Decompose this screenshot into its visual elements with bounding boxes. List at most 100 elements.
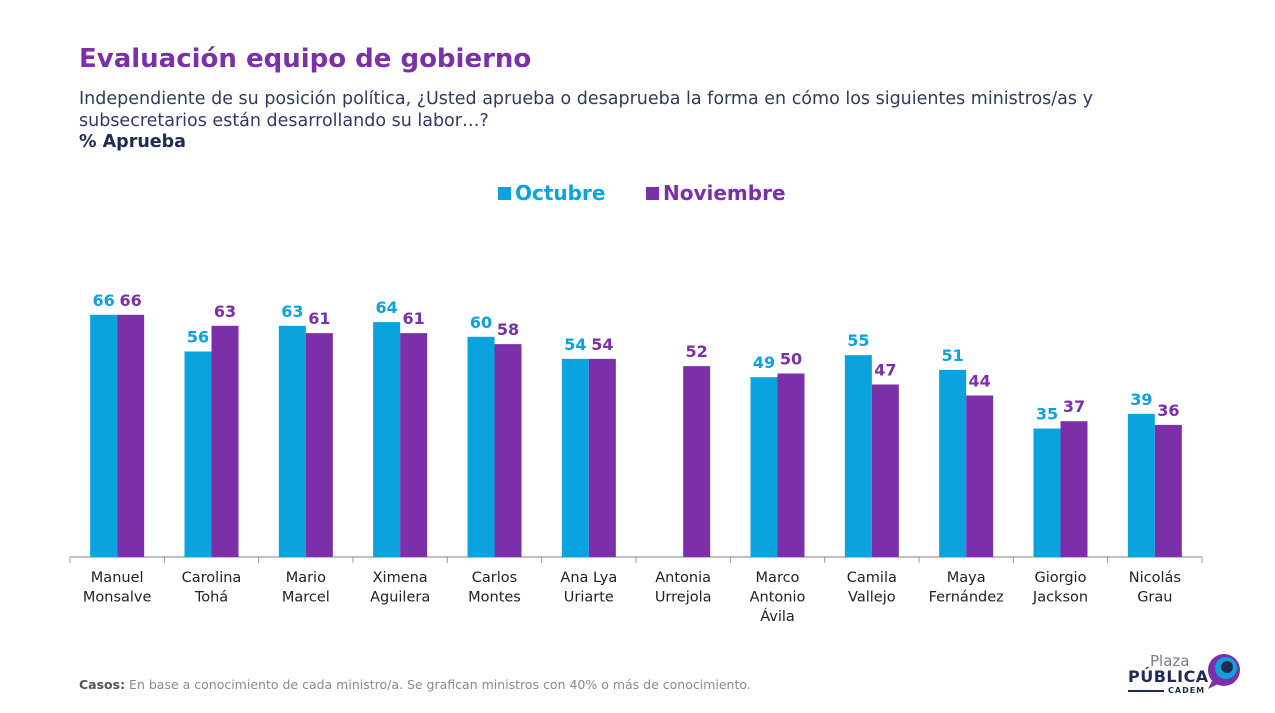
category-label-line: Carolina (182, 570, 242, 586)
category-label-line: Camila (847, 570, 897, 586)
bar-octubre (184, 351, 212, 557)
footer-note: Casos: En base a conocimiento de cada mi… (79, 677, 751, 692)
data-label-octubre: 51 (942, 346, 964, 365)
category-label-line: Monsalve (83, 590, 152, 606)
bar-noviembre (305, 333, 333, 557)
legend-swatch-noviembre (646, 186, 659, 200)
category-label-line: Tohá (194, 590, 228, 606)
category-label-line: Marcel (282, 590, 330, 606)
logo-plaza-text: Plaza (1150, 652, 1190, 670)
page-subtitle: Independiente de su posición política, ¿… (79, 89, 1093, 131)
legend-swatch-octubre (498, 186, 511, 200)
category-label: Mario Marcel (282, 570, 330, 606)
category-label-line: Uriarte (564, 590, 614, 606)
data-label-noviembre: 44 (969, 372, 991, 391)
logo-cadem-text: CADEM (1168, 686, 1206, 695)
bar-noviembre (211, 325, 239, 557)
data-label-octubre: 63 (281, 302, 303, 321)
legend-item-octubre: Octubre (498, 181, 605, 205)
bar-octubre (1127, 413, 1155, 557)
category-label-line: Aguilera (370, 590, 430, 606)
bar-octubre (373, 322, 401, 557)
category-label-line: Antonia (655, 570, 711, 586)
data-label-octubre: 35 (1036, 405, 1058, 424)
bar-octubre (278, 325, 306, 557)
bar-octubre (561, 358, 589, 557)
category-label: Camila Vallejo (847, 570, 897, 606)
logo-publica-text: PÚBLICA (1128, 667, 1209, 686)
bar-noviembre (588, 358, 616, 557)
category-label-line: Ximena (373, 570, 428, 586)
footer-text: En base a conocimiento de cada ministro/… (125, 677, 751, 692)
data-label-noviembre: 47 (874, 361, 896, 380)
data-label-noviembre: 61 (308, 309, 330, 328)
bar-noviembre (871, 384, 899, 557)
legend-item-noviembre: Noviembre (646, 181, 786, 205)
data-label-octubre: 56 (187, 327, 209, 346)
data-label-octubre: 54 (564, 335, 586, 354)
data-label-noviembre: 50 (780, 350, 802, 369)
data-label-octubre: 39 (1130, 390, 1152, 409)
page-title: Evaluación equipo de gobierno (79, 44, 532, 74)
bar-chart: 66 66 Manuel Monsalve 56 63 Carolina Tohá 63 61 Ma… (69, 291, 1203, 625)
category-label: Carlos Montes (468, 570, 521, 606)
data-label-octubre: 60 (470, 313, 492, 332)
bar-noviembre (1060, 421, 1088, 557)
category-label-line: Vallejo (848, 590, 896, 606)
category-label-line: Nicolás (1129, 570, 1181, 586)
data-label-noviembre: 37 (1063, 397, 1085, 416)
category-label-line: Mario (286, 570, 326, 586)
chart-legend: Octubre Noviembre (0, 181, 1275, 211)
measure-label: % Aprueba (79, 132, 186, 152)
data-label-noviembre: 61 (403, 309, 425, 328)
data-label-octubre: 55 (847, 331, 869, 350)
footer-label: Casos: (79, 677, 126, 692)
category-label: Nicolás Grau (1129, 570, 1181, 606)
category-label-line: Ana Lya (560, 570, 617, 586)
data-label-noviembre: 36 (1157, 401, 1179, 420)
bar-noviembre (1154, 424, 1182, 557)
category-label-line: Giorgio (1035, 570, 1087, 586)
bar-octubre (1033, 428, 1061, 557)
category-label: Antonia Urrejola (655, 570, 712, 606)
data-label-octubre: 66 (93, 291, 115, 310)
category-label-line: Montes (468, 590, 521, 606)
legend-label-octubre: Octubre (515, 181, 606, 205)
data-label-octubre: 64 (376, 298, 398, 317)
category-label-line: Jackson (1032, 590, 1088, 606)
category-label-line: Urrejola (655, 590, 712, 606)
category-label-line: Carlos (472, 570, 517, 586)
category-label-line: Marco (756, 570, 800, 586)
data-label-octubre: 49 (753, 353, 775, 372)
category-label: Giorgio Jackson (1032, 570, 1088, 606)
data-label-noviembre: 54 (591, 335, 613, 354)
category-label-line: Ávila (760, 608, 795, 625)
speech-bubble-icon (1208, 654, 1240, 689)
bar-noviembre (494, 344, 522, 557)
data-label-noviembre: 52 (686, 342, 708, 361)
category-label-line: Manuel (91, 570, 144, 586)
logo-underline (1128, 690, 1164, 692)
bar-octubre (90, 314, 118, 557)
category-label-line: Maya (947, 570, 986, 586)
category-label-line: Antonio (750, 590, 806, 606)
category-label-line: Fernández (929, 590, 1004, 606)
bar-octubre (750, 377, 778, 557)
data-label-noviembre: 63 (214, 302, 236, 321)
data-label-noviembre: 58 (497, 320, 519, 339)
category-label: Maya Fernández (929, 570, 1004, 606)
bar-noviembre (683, 366, 711, 557)
category-label: Marco Antonio Ávila (750, 570, 806, 625)
bar-noviembre (400, 333, 428, 557)
bar-noviembre (966, 395, 994, 557)
legend-label-noviembre: Noviembre (663, 181, 786, 205)
data-label-noviembre: 66 (120, 291, 142, 310)
plaza-publica-logo: Plaza PÚBLICA CADEM (1120, 650, 1250, 700)
bar-octubre (939, 369, 967, 557)
bar-octubre (467, 336, 495, 557)
category-label: Manuel Monsalve (83, 570, 152, 606)
bar-octubre (844, 355, 872, 557)
category-label: Ximena Aguilera (370, 570, 430, 606)
category-label: Ana Lya Uriarte (560, 570, 617, 606)
bar-noviembre (777, 373, 805, 557)
